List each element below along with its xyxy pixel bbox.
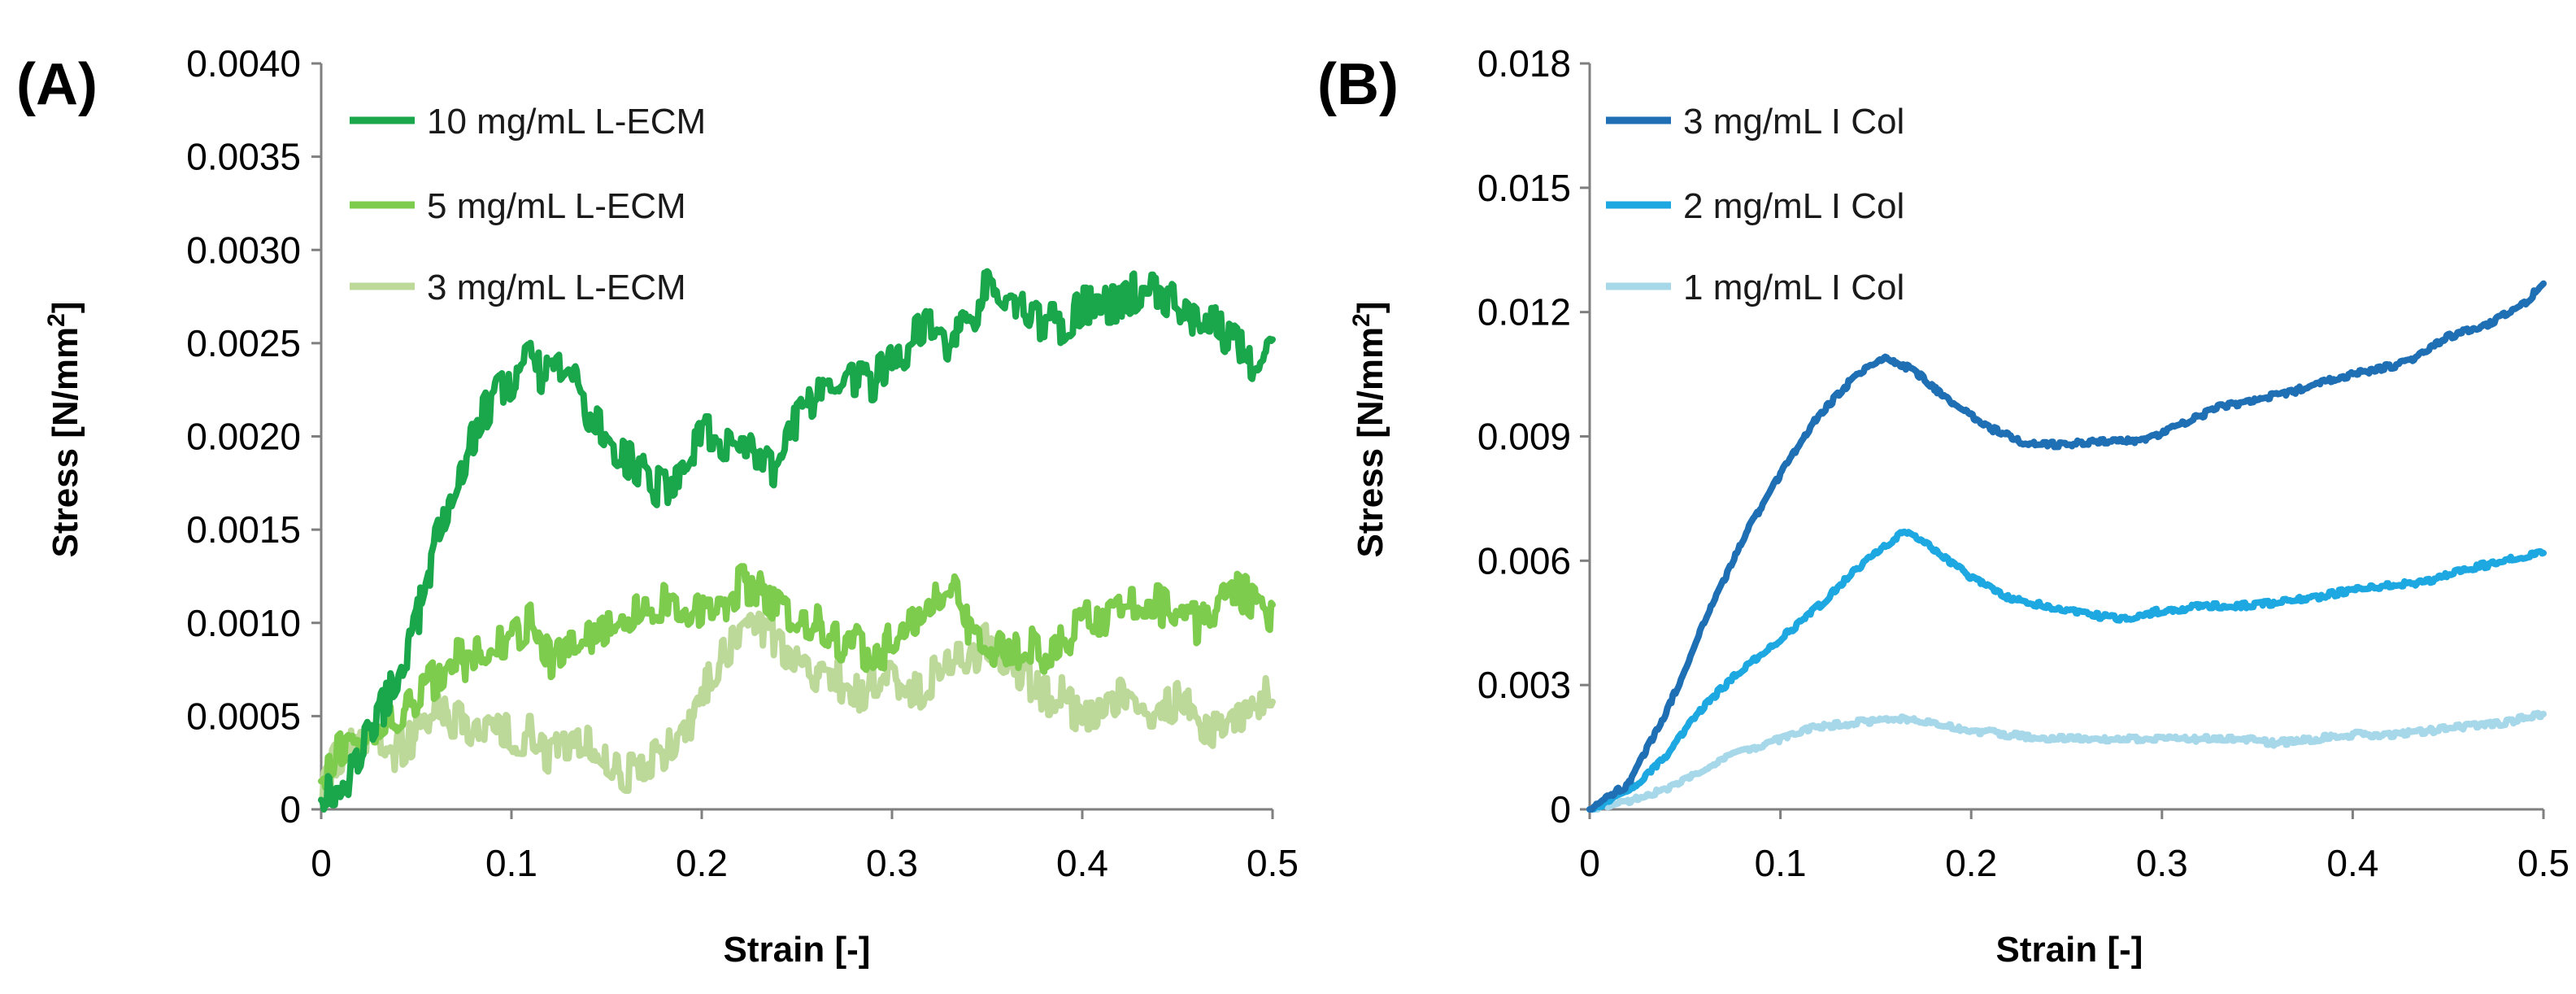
y-tick-label: 0.006 [1477, 539, 1571, 582]
y-tick-label: 0.003 [1477, 664, 1571, 706]
x-tick-label: 0.4 [2326, 842, 2378, 884]
legend: 10 mg/mL L-ECM 5 mg/mL L-ECM 3 mg/mL L-E… [350, 102, 706, 307]
x-tick-label: 0.3 [866, 842, 918, 884]
y-tick-label: 0.0035 [186, 136, 301, 178]
legend-label-0: 10 mg/mL L-ECM [427, 102, 706, 142]
panel-label-b: (B) [1317, 52, 1399, 117]
y-tick-label: 0.0005 [186, 695, 301, 737]
y-tick-label: 0.012 [1477, 291, 1571, 334]
y-ticks: 0 0.0005 0.0010 0.0015 0.0020 0.0025 0.0030 0.0… [186, 42, 321, 831]
panel-b: (B) 0 0.003 0.006 0.009 0.012 0.015 0.018 0 0.1… [1317, 42, 2569, 970]
y-axis-label-end: ] [46, 301, 85, 313]
x-tick-label: 0.3 [2136, 842, 2188, 884]
x-tick-label: 0.1 [1755, 842, 1807, 884]
y-tick-label: 0 [280, 788, 301, 831]
series-group [1586, 280, 2547, 813]
legend-label-1: 5 mg/mL L-ECM [427, 186, 686, 226]
x-tick-label: 0 [311, 842, 332, 884]
series-group [318, 268, 1276, 813]
series-line-2 [1586, 709, 2547, 813]
y-axis-label-sup: 2 [1348, 313, 1375, 327]
y-axis-label: Stress [N/mm2] [43, 301, 85, 557]
x-tick-label: 0.1 [485, 842, 537, 884]
y-tick-label: 0.0040 [186, 42, 301, 85]
y-tick-label: 0.009 [1477, 416, 1571, 458]
y-ticks: 0 0.003 0.006 0.009 0.012 0.015 0.018 [1477, 42, 1590, 831]
x-axis-label: Strain [-] [724, 930, 871, 970]
y-tick-label: 0.0030 [186, 229, 301, 271]
y-axis-label-sup: 2 [43, 313, 70, 327]
x-tick-label: 0.4 [1056, 842, 1108, 884]
y-tick-label: 0.015 [1477, 167, 1571, 209]
legend-label-1: 2 mg/mL I Col [1683, 186, 1904, 226]
series-line-0 [318, 268, 1276, 813]
series-line-2 [318, 610, 1276, 804]
y-axis-label-main: Stress [N/mm [46, 327, 85, 558]
y-tick-label: 0.0015 [186, 508, 301, 551]
y-tick-label: 0.0025 [186, 322, 301, 364]
x-axis-label: Strain [-] [1996, 930, 2143, 970]
legend-label-2: 3 mg/mL L-ECM [427, 268, 686, 307]
y-tick-label: 0 [1550, 788, 1571, 831]
x-tick-label: 0.5 [2517, 842, 2569, 884]
y-tick-label: 0.018 [1477, 42, 1571, 85]
series-line-0 [1586, 280, 2547, 813]
series-line-1 [318, 563, 1276, 791]
legend-label-0: 3 mg/mL I Col [1683, 102, 1904, 142]
panel-a: (A) 0 0.0005 0.0010 0.0015 0.0020 0.0025 0.003… [16, 42, 1299, 970]
y-axis-label-main: Stress [N/mm [1351, 327, 1390, 558]
series-line-1 [1586, 528, 2547, 813]
x-ticks: 0 0.1 0.2 0.3 0.4 0.5 [311, 809, 1299, 884]
y-axis-label: Stress [N/mm2] [1348, 301, 1390, 557]
panel-label-a: (A) [16, 52, 98, 117]
x-tick-label: 0.2 [676, 842, 728, 884]
y-tick-label: 0.0010 [186, 602, 301, 644]
legend: 3 mg/mL I Col 2 mg/mL I Col 1 mg/mL I Co… [1606, 102, 1904, 307]
x-ticks: 0 0.1 0.2 0.3 0.4 0.5 [1579, 809, 2569, 884]
legend-label-2: 1 mg/mL I Col [1683, 268, 1904, 307]
x-tick-label: 0.5 [1247, 842, 1299, 884]
y-tick-label: 0.0020 [186, 416, 301, 458]
y-axis-label-end: ] [1351, 301, 1390, 313]
x-tick-label: 0.2 [1945, 842, 1997, 884]
x-tick-label: 0 [1579, 842, 1600, 884]
